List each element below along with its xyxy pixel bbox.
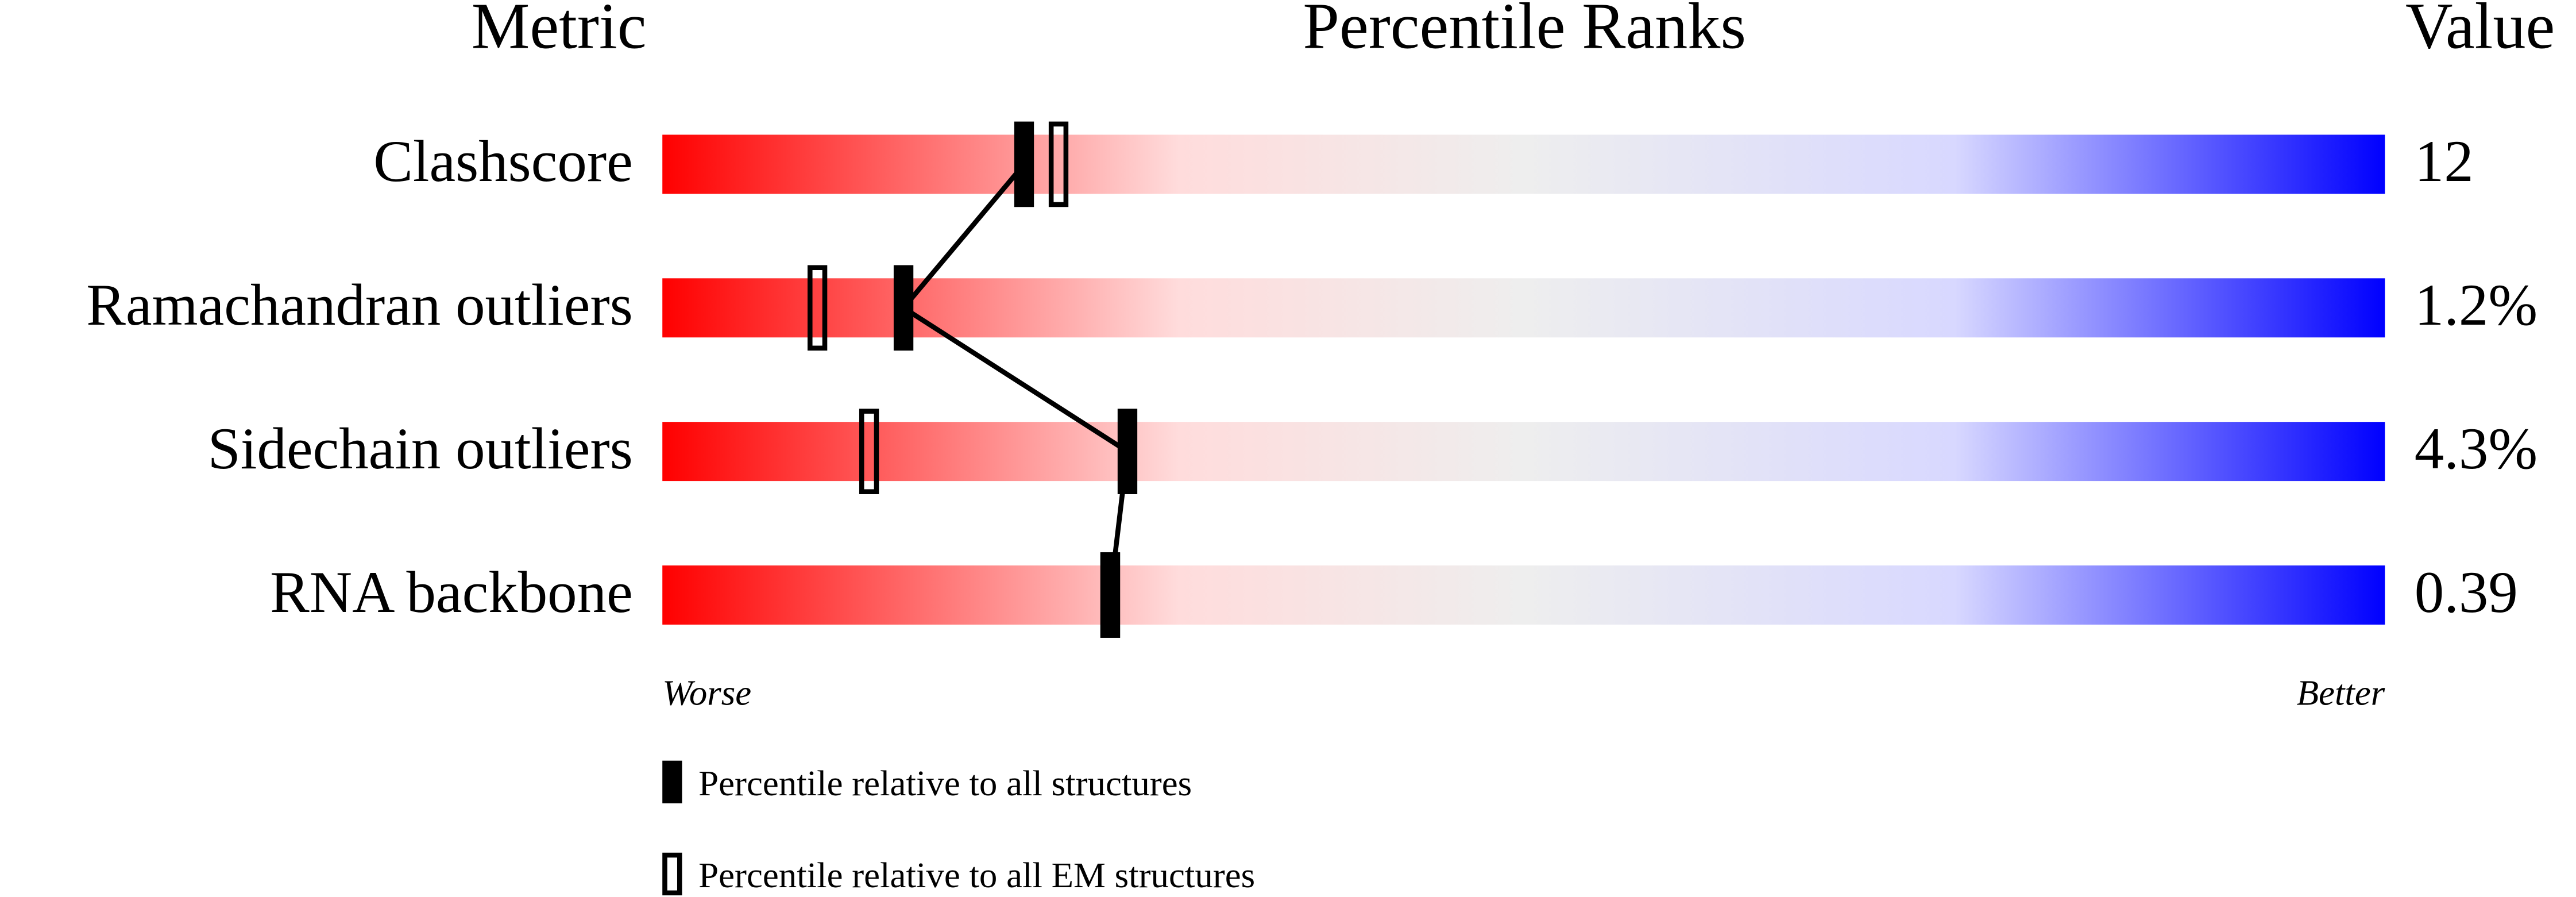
metric-label: Sidechain outliers [208,416,633,482]
percentile-marker [1014,121,1034,207]
percentile-bar [662,134,2385,194]
metric-label: RNA backbone [270,560,633,625]
legend-swatch [662,852,682,896]
em-percentile-marker [807,265,828,351]
chart-title: Percentile Ranks [1303,0,1746,62]
worse-label: Worse [662,673,751,713]
metric-header: Metric [472,0,647,62]
metric-value: 12 [2415,129,2474,194]
percentile-bar [662,422,2385,482]
value-header: Value [2405,0,2555,62]
metric-value: 0.39 [2415,560,2518,625]
better-label: Better [2297,673,2385,713]
metric-value: 4.3% [2415,416,2538,482]
percentile-marker [893,265,914,351]
em-percentile-marker [859,409,879,494]
metric-label: Clashscore [373,129,633,194]
legend-label: Percentile relative to all EM structures [698,855,1255,895]
legend-swatch [662,760,682,804]
percentile-bar [662,565,2385,625]
metric-value: 1.2% [2415,272,2538,338]
percentile-bar [662,278,2385,338]
connector-line [899,163,1130,596]
percentile-marker [1117,409,1138,494]
legend-label: Percentile relative to all structures [698,763,1192,803]
percentile-marker [1100,552,1121,638]
em-percentile-marker [1048,121,1069,207]
metric-label: Ramachandran outliers [86,272,633,338]
